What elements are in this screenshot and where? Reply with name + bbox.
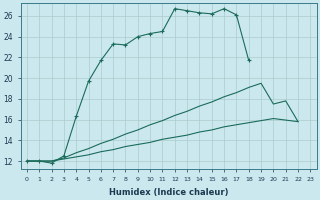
X-axis label: Humidex (Indice chaleur): Humidex (Indice chaleur) [109,188,228,197]
